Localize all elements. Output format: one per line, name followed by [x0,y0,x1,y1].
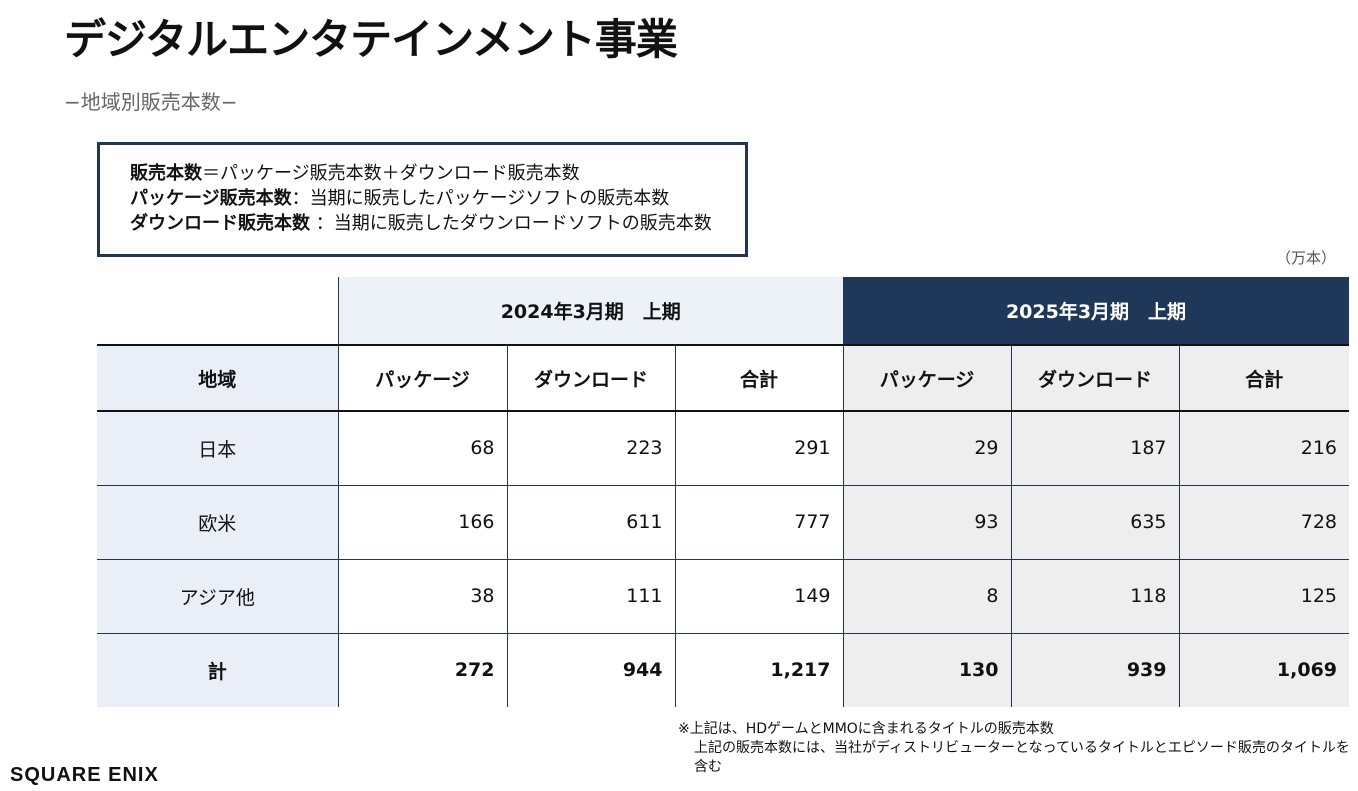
column-header: ダウンロード [1010,344,1179,412]
column-header: ダウンロード [506,344,675,412]
value-cell: 8 [842,559,1011,634]
definition-term: パッケージ販売本数 [130,188,292,209]
footnote-line: ※上記は、HDゲームとMMOに含まれるタイトルの販売本数 [678,721,1054,737]
total-row: 計 272 944 1,217 130 939 1,069 [97,633,1350,707]
value-cell: 38 [337,559,507,634]
column-header: パッケージ [337,344,507,412]
definition-box: 販売本数＝パッケージ販売本数＋ダウンロード販売本数 パッケージ販売本数：当期に販… [97,142,748,257]
column-header: パッケージ [842,344,1011,412]
region-cell: 日本 [97,411,338,486]
region-cell: 欧米 [97,485,338,560]
empty-corner-cell [97,277,338,345]
period-b-header: 2025年3月期 上期 [843,277,1350,345]
table-row: 日本 68 223 291 29 187 216 [97,411,1350,486]
value-cell: 611 [506,485,675,560]
column-header: 合計 [674,344,843,412]
column-header-row: 地域 パッケージ ダウンロード 合計 パッケージ ダウンロード 合計 [97,344,1350,412]
region-cell: 計 [97,633,338,707]
value-cell: 216 [1178,411,1350,486]
value-cell: 111 [506,559,675,634]
definition-sep: ： [310,213,334,234]
value-cell: 29 [842,411,1011,486]
value-cell: 635 [1010,485,1179,560]
value-cell: 944 [506,633,675,707]
table-row: 欧米 166 611 777 93 635 728 [97,485,1350,560]
unit-label: （万本） [1275,249,1336,267]
footnote: ※上記は、HDゲームとMMOに含まれるタイトルの販売本数 上記の販売本数には、当… [678,720,1358,777]
region-column-header: 地域 [97,344,338,412]
definition-sep: ＝ [202,163,220,184]
sales-table: 2024年3月期 上期 2025年3月期 上期 地域 パッケージ ダウンロード … [97,277,1350,707]
definition-row: ダウンロード販売本数 ：当期に販売したダウンロードソフトの販売本数 [130,211,745,236]
definition-sep: ： [291,188,310,209]
value-cell: 93 [842,485,1011,560]
value-cell: 291 [674,411,843,486]
value-cell: 125 [1178,559,1350,634]
definition-term: 販売本数 [130,163,202,184]
period-a-header: 2024年3月期 上期 [337,277,843,345]
value-cell: 187 [1010,411,1179,486]
value-cell: 68 [337,411,507,486]
value-cell: 130 [842,633,1011,707]
value-cell: 777 [674,485,843,560]
period-header-row: 2024年3月期 上期 2025年3月期 上期 [97,277,1350,345]
definition-term: ダウンロード販売本数 [130,213,310,234]
value-cell: 1,217 [674,633,843,707]
value-cell: 272 [337,633,507,707]
region-cell: アジア他 [97,559,338,634]
definition-row: 販売本数＝パッケージ販売本数＋ダウンロード販売本数 [130,161,745,186]
page-subtitle: −地域別販売本数− [64,90,238,114]
footnote-line: 上記の販売本数には、当社がディストリビューターとなっているタイトルとエピソード販… [694,740,1350,775]
company-logo: SQUARE ENIX [10,764,159,786]
table-row: アジア他 38 111 149 8 118 125 [97,559,1350,634]
page-title: デジタルエンタテインメント事業 [64,15,678,64]
value-cell: 223 [506,411,675,486]
definition-row: パッケージ販売本数：当期に販売したパッケージソフトの販売本数 [130,186,745,211]
value-cell: 939 [1010,633,1179,707]
value-cell: 1,069 [1178,633,1350,707]
value-cell: 166 [337,485,507,560]
definition-desc: 当期に販売したダウンロードソフトの販売本数 [333,213,712,234]
definition-desc: 当期に販売したパッケージソフトの販売本数 [309,188,670,209]
definition-desc: パッケージ販売本数＋ダウンロード販売本数 [220,163,580,184]
value-cell: 118 [1010,559,1179,634]
value-cell: 728 [1178,485,1350,560]
column-header: 合計 [1178,344,1350,412]
value-cell: 149 [674,559,843,634]
